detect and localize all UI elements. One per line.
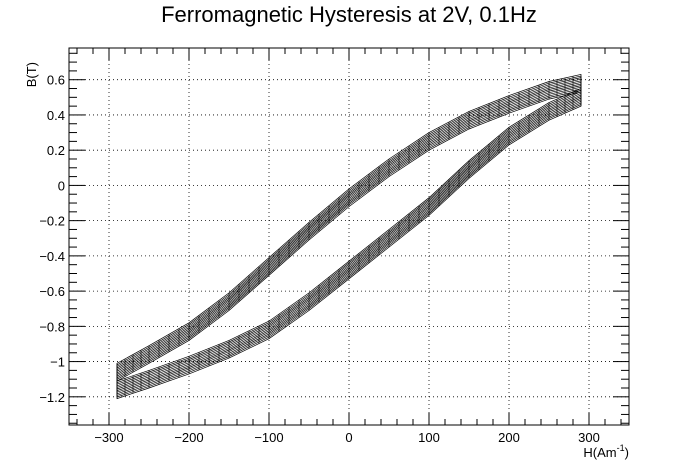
hysteresis-loop-cycle bbox=[116, 73, 582, 382]
y-tick-label: −0.6 bbox=[39, 284, 65, 299]
y-tick-label: 0.4 bbox=[47, 108, 65, 123]
x-tick-label: 100 bbox=[418, 430, 440, 445]
grid-lines bbox=[69, 48, 629, 425]
x-axis-title-sup: -1 bbox=[617, 443, 625, 453]
x-tick-label: −300 bbox=[94, 430, 123, 445]
x-axis-title-close: ) bbox=[625, 445, 629, 460]
y-axis-title: B(T) bbox=[24, 62, 39, 87]
axis-ticks bbox=[69, 48, 629, 425]
y-tick-label: −0.8 bbox=[39, 319, 65, 334]
y-tick-label: −0.4 bbox=[39, 249, 65, 264]
hysteresis-loop-cycle bbox=[116, 85, 582, 393]
x-axis-title-main: H(Am bbox=[583, 445, 616, 460]
y-tick-label: 0.6 bbox=[47, 73, 65, 88]
chart-title: Ferromagnetic Hysteresis at 2V, 0.1Hz bbox=[161, 2, 537, 27]
x-tick-label: 300 bbox=[578, 430, 600, 445]
x-tick-label: 0 bbox=[345, 430, 352, 445]
x-axis-title: H(Am-1) bbox=[583, 443, 629, 460]
x-tick-label: −200 bbox=[174, 430, 203, 445]
y-tick-label: 0 bbox=[58, 178, 65, 193]
x-tick-label: 200 bbox=[498, 430, 520, 445]
x-tick-label: −100 bbox=[254, 430, 283, 445]
y-tick-label: 0.2 bbox=[47, 143, 65, 158]
tick-labels: −300 −200 −100 0 100 200 300 −1.2 −1 −0.8 −0.6 −0.4… bbox=[39, 73, 600, 445]
y-tick-label: −1 bbox=[50, 355, 65, 370]
y-tick-label: −0.2 bbox=[39, 214, 65, 229]
y-tick-label: −1.2 bbox=[39, 390, 65, 405]
hysteresis-loop-cycle bbox=[116, 88, 582, 396]
plot-area bbox=[116, 73, 582, 400]
